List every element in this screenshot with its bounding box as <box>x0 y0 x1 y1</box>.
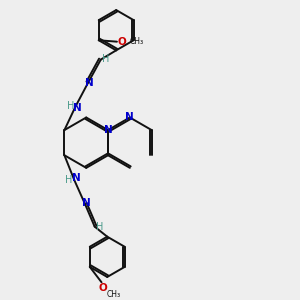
Text: O: O <box>99 283 107 293</box>
Text: N: N <box>125 112 134 122</box>
Text: N: N <box>74 103 82 113</box>
Text: H: H <box>96 222 103 233</box>
Text: N: N <box>104 125 112 135</box>
Text: H: H <box>102 54 109 64</box>
Text: CH₃: CH₃ <box>130 37 144 46</box>
Text: N: N <box>72 173 81 183</box>
Text: H: H <box>67 101 74 111</box>
Text: CH₃: CH₃ <box>106 290 121 299</box>
Text: H: H <box>65 175 73 185</box>
Text: N: N <box>82 198 91 208</box>
Text: O: O <box>118 37 126 47</box>
Text: N: N <box>85 77 94 88</box>
